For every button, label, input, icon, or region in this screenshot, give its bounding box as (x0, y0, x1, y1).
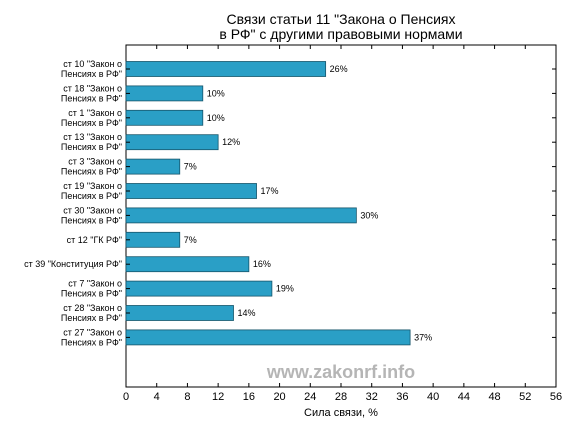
category-label: ст 7 "Закон о (68, 279, 122, 289)
x-tick-label: 20 (273, 391, 285, 403)
category-label: ст 28 "Закон о (63, 303, 122, 313)
category-label: Пенсиях в РФ" (61, 142, 122, 152)
watermark: www.zakonrf.info (266, 362, 415, 382)
chart-title-line: в РФ" с другими правовыми нормами (219, 26, 462, 42)
value-label: 10% (207, 113, 225, 123)
x-tick-label: 0 (123, 391, 129, 403)
x-tick-label: 24 (304, 391, 316, 403)
category-label: Пенсиях в РФ" (61, 118, 122, 128)
bar (125, 256, 250, 273)
bar (125, 231, 181, 248)
value-label: 30% (360, 210, 378, 220)
x-tick-label: 44 (458, 391, 470, 403)
category-label: Пенсиях в РФ" (61, 215, 122, 225)
value-label: 7% (184, 162, 197, 172)
x-tick-label: 32 (366, 391, 378, 403)
category-label: ст 1 "Закон о (68, 108, 122, 118)
x-axis: 0 4 8 12 16 20 24 28 32 36 40 44 48 52 56 (123, 45, 562, 403)
x-tick-label: 40 (427, 391, 439, 403)
value-labels: 26% 10% 10% 12% 7% 17% 30% 7% 16% 19% 14% 37% (184, 64, 432, 342)
x-tick-label: 8 (184, 391, 190, 403)
category-label: Пенсиях в РФ" (61, 167, 122, 177)
value-label: 19% (276, 284, 294, 294)
category-label: Пенсиях в РФ" (61, 313, 122, 323)
category-label: ст 12 "ГК РФ" (67, 235, 122, 245)
x-tick-label: 56 (550, 391, 562, 403)
category-label: Пенсиях в РФ" (61, 289, 122, 299)
value-label: 16% (253, 259, 271, 269)
value-label: 12% (222, 137, 240, 147)
bar (125, 305, 234, 321)
category-label: ст 19 "Закон о (63, 181, 122, 191)
bar (125, 183, 257, 199)
category-label: ст 30 "Закон о (63, 205, 122, 215)
x-tick-label: 36 (396, 391, 408, 403)
bar (125, 109, 204, 126)
value-label: 17% (261, 186, 279, 196)
value-label: 37% (414, 332, 432, 342)
category-label: ст 13 "Закон о (63, 132, 122, 142)
bar (125, 280, 273, 297)
x-tick-label: 4 (154, 391, 160, 403)
bar (125, 134, 219, 151)
x-tick-label: 28 (335, 391, 347, 403)
chart-title-line: Связи статьи 11 "Закона о Пенсиях (226, 11, 455, 27)
category-label: Пенсиях в РФ" (61, 337, 122, 347)
bar (125, 61, 327, 77)
bar (125, 329, 411, 346)
category-label: ст 27 "Закон о (63, 327, 122, 337)
category-label: ст 3 "Закон о (68, 157, 122, 167)
value-label: 7% (184, 235, 197, 245)
value-label: 26% (330, 64, 348, 74)
x-axis-label: Сила связи, % (304, 407, 378, 419)
bar (125, 158, 181, 175)
x-tick-label: 12 (212, 391, 224, 403)
value-label: 14% (238, 308, 256, 318)
bars (125, 61, 411, 346)
bar (125, 207, 357, 224)
category-label: Пенсиях в РФ" (61, 191, 122, 201)
bar (125, 85, 204, 102)
category-label: ст 39 "Конституция РФ" (24, 259, 122, 269)
category-label: Пенсиях в РФ" (61, 69, 122, 79)
category-label: ст 10 "Закон о (63, 59, 122, 69)
x-tick-label: 52 (519, 391, 531, 403)
category-label: ст 18 "Закон о (63, 83, 122, 93)
right-axis-ticks (552, 68, 556, 338)
x-tick-label: 48 (488, 391, 500, 403)
value-label: 10% (207, 88, 225, 98)
x-tick-label: 16 (243, 391, 255, 403)
category-label: Пенсиях в РФ" (61, 93, 122, 103)
